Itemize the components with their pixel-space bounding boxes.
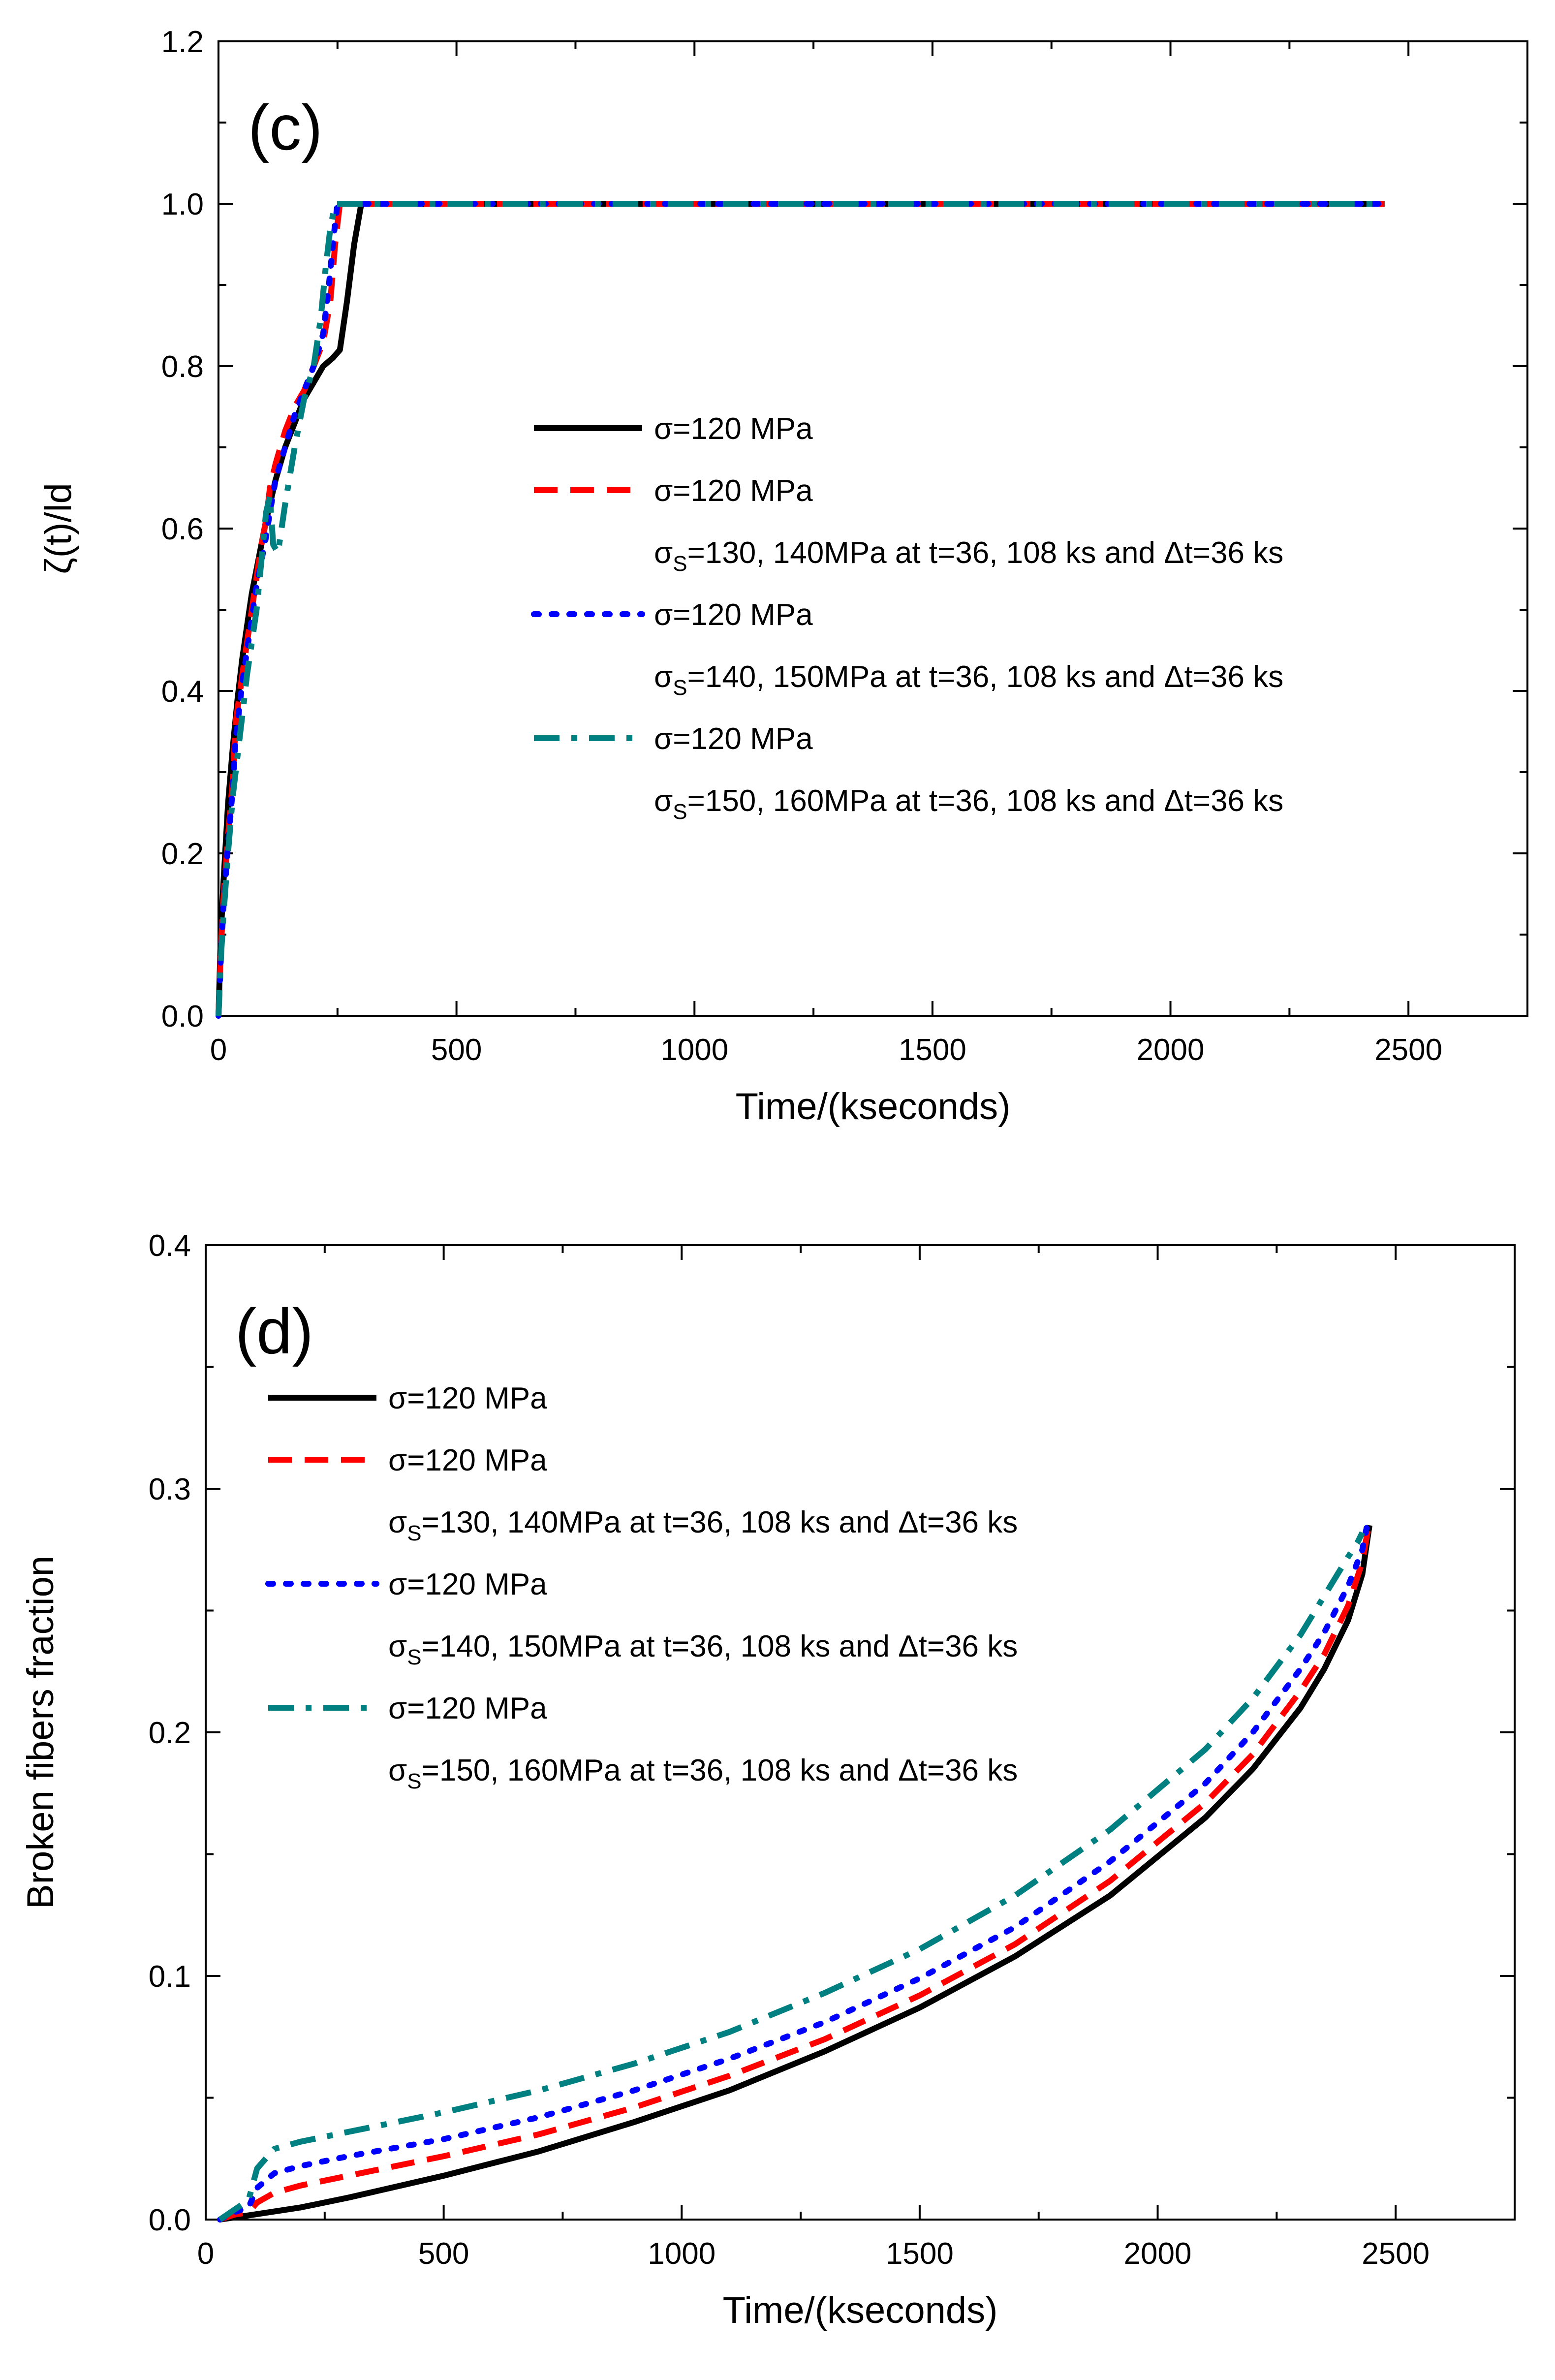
legend-text-main: σ=120 MPa xyxy=(654,722,813,756)
chart0-series-1-line xyxy=(216,201,1385,1016)
legend-text-rest: =130, 140MPa at t=36, 108 ks and Δt=36 k… xyxy=(422,1505,1018,1539)
legend-text-main: σ=120 MPa xyxy=(388,1567,547,1601)
chart1-legend-label-3: σS=150, 160MPa at t=36, 108 ks and Δt=36… xyxy=(388,1754,1018,1793)
legend-text-main: σ=120 MPa xyxy=(654,474,813,508)
chart1-x-tick-label: 2000 xyxy=(1124,2237,1192,2271)
chart1-x-tick-label: 1500 xyxy=(886,2237,954,2271)
legend-subscript: S xyxy=(673,676,687,700)
chart0-legend-label-2: σ=120 MPa xyxy=(654,598,813,632)
chart1-legend-label-0: σ=120 MPa xyxy=(388,1381,547,1415)
chart1-y-tick-label: 0.3 xyxy=(149,1472,191,1506)
chart0-y-tick-label: 0.2 xyxy=(161,837,204,871)
chart0-legend-label-2: σS=140, 150MPa at t=36, 108 ks and Δt=36… xyxy=(654,660,1283,700)
chart0-y-tick-label: 0.4 xyxy=(161,675,204,709)
legend-subscript: S xyxy=(407,1521,421,1545)
legend-text-rest: =140, 150MPa at t=36, 108 ks and Δt=36 k… xyxy=(687,660,1284,694)
legend-text-main: σ=120 MPa xyxy=(388,1691,547,1725)
chart0-y-axis-title: ζ(t)/ld xyxy=(37,483,79,574)
legend-symbol: σ xyxy=(388,1754,407,1787)
legend-subscript: S xyxy=(673,552,687,576)
chart0-x-tick-label: 1000 xyxy=(660,1033,728,1067)
legend-text-rest: =150, 160MPa at t=36, 108 ks and Δt=36 k… xyxy=(687,784,1284,818)
chart0-x-tick-label: 1500 xyxy=(899,1033,966,1067)
chart1-y-tick-label: 0.0 xyxy=(149,2203,191,2237)
chart-panel-c: 0 500 1000 1500 2000 2500 0.0 0.2 0.4 0.6 0.8 1.0 1.… xyxy=(37,25,1528,1127)
chart0-y-tick-label: 0.0 xyxy=(161,1000,204,1033)
chart0-y-tick-label: 0.8 xyxy=(161,350,204,384)
chart1-y-tick-label: 0.4 xyxy=(149,1229,191,1263)
legend-text-rest: =150, 160MPa at t=36, 108 ks and Δt=36 k… xyxy=(422,1754,1018,1787)
chart0-legend-label-0: σ=120 MPa xyxy=(654,412,813,446)
chart0-legend-label-3: σS=150, 160MPa at t=36, 108 ks and Δt=36… xyxy=(654,784,1283,824)
chart0-legend-label-1: σS=130, 140MPa at t=36, 108 ks and Δt=36… xyxy=(654,536,1283,576)
chart0-legend-label-3: σ=120 MPa xyxy=(654,722,813,756)
legend-subscript: S xyxy=(407,1769,421,1793)
chart0-y-tick-label: 0.6 xyxy=(161,512,204,546)
chart0-x-tick-label: 500 xyxy=(431,1033,482,1067)
legend-symbol: σ xyxy=(388,1505,407,1539)
chart1-legend-label-1: σS=130, 140MPa at t=36, 108 ks and Δt=36… xyxy=(388,1505,1018,1545)
chart1-x-tick-label: 500 xyxy=(418,2237,469,2271)
chart1-x-tick-label: 0 xyxy=(197,2237,214,2271)
chart1-legend-label-3: σ=120 MPa xyxy=(388,1691,547,1725)
chart1-legend-label-1: σ=120 MPa xyxy=(388,1443,547,1477)
legend-text-main: σ=120 MPa xyxy=(388,1381,547,1415)
legend-subscript: S xyxy=(673,800,687,824)
chart0-y-tick-label: 1.2 xyxy=(161,25,204,59)
chart1-legend-label-2: σ=120 MPa xyxy=(388,1567,547,1601)
chart1-x-tick-label: 2500 xyxy=(1362,2237,1430,2271)
legend-text-rest: =140, 150MPa at t=36, 108 ks and Δt=36 k… xyxy=(422,1629,1018,1663)
chart0-y-tick-label: 1.0 xyxy=(161,188,204,221)
chart0-panel-label: (c) xyxy=(248,92,323,163)
legend-symbol: σ xyxy=(654,536,673,570)
chart1-panel-label: (d) xyxy=(235,1295,313,1367)
chart1-series-1-line xyxy=(219,1520,1372,2223)
chart1-y-tick-label: 0.1 xyxy=(149,1960,191,1994)
legend-text-main: σ=120 MPa xyxy=(654,598,813,632)
chart0-x-axis-title: Time/(kseconds) xyxy=(736,1086,1011,1127)
legend-text-rest: =130, 140MPa at t=36, 108 ks and Δt=36 k… xyxy=(687,536,1284,570)
chart1-series-3-line xyxy=(218,1531,1365,2222)
legend-text-main: σ=120 MPa xyxy=(654,412,813,446)
chart1-y-tick-label: 0.2 xyxy=(149,1716,191,1750)
chart-panel-d: 0 500 1000 1500 2000 2500 0.0 0.1 0.2 0.3 0.4 Time/… xyxy=(20,1229,1516,2331)
chart0-x-tick-label: 2500 xyxy=(1374,1033,1442,1067)
chart1-series-0-line xyxy=(219,1525,1372,2223)
chart1-y-axis-title: Broken fibers fraction xyxy=(20,1556,62,1909)
chart0-legend-label-1: σ=120 MPa xyxy=(654,474,813,508)
legend-symbol: σ xyxy=(388,1629,407,1663)
chart0-x-tick-label: 2000 xyxy=(1137,1033,1205,1067)
chart1-x-tick-label: 1000 xyxy=(648,2237,715,2271)
chart1-legend-label-2: σS=140, 150MPa at t=36, 108 ks and Δt=36… xyxy=(388,1629,1018,1669)
chart0-series-3-line xyxy=(216,201,1385,1016)
legend-symbol: σ xyxy=(654,784,673,818)
legend-text-main: σ=120 MPa xyxy=(388,1443,547,1477)
chart1-x-axis-title: Time/(kseconds) xyxy=(723,2289,998,2331)
chart0-x-tick-label: 0 xyxy=(210,1033,227,1067)
legend-symbol: σ xyxy=(654,660,673,694)
legend-subscript: S xyxy=(407,1645,421,1669)
